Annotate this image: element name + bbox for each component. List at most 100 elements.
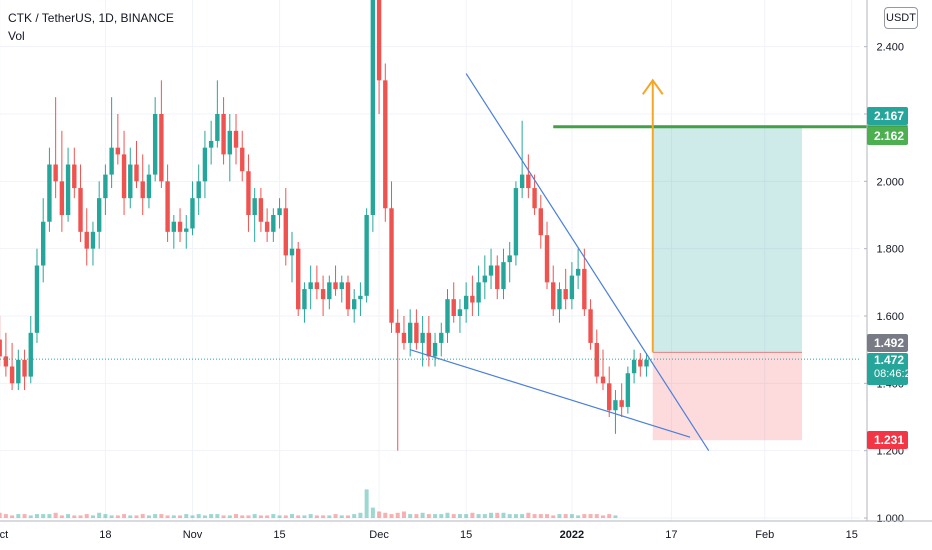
candle-body [84, 231, 89, 249]
volume-bar [122, 514, 127, 518]
candle-body [258, 198, 264, 222]
candle-body [414, 322, 419, 343]
target-lower-tag: 2.162 [867, 126, 908, 145]
volume-bar [358, 512, 363, 518]
volume-bar [576, 515, 581, 518]
volume-bar [258, 515, 263, 518]
candle-body [451, 299, 456, 316]
bar-countdown: 08:46:22 [874, 368, 917, 381]
candle-body [152, 114, 158, 175]
candle-body [445, 299, 450, 333]
volume-bar [613, 515, 618, 518]
volume-bar [90, 515, 95, 518]
volume-bar [439, 514, 444, 518]
symbol-title: CTK / TetherUS, 1D, BINANCE [8, 11, 174, 25]
candle-body [501, 262, 506, 290]
candle-body [177, 221, 183, 232]
volume-bar [16, 514, 21, 518]
candle-body [439, 332, 444, 343]
candle-body [327, 282, 332, 300]
candles [0, 0, 649, 451]
volume-bar [601, 515, 605, 518]
candle-body [41, 221, 46, 266]
candle-body [271, 215, 276, 232]
time-tick-label: Dec [369, 529, 389, 541]
volume-bar [582, 514, 587, 518]
volume-bar [146, 515, 151, 518]
volume-bar [352, 514, 357, 518]
volume-bar [482, 514, 487, 518]
candle-body [551, 282, 556, 310]
volume-bar [563, 514, 568, 518]
volume-bar [252, 514, 257, 518]
candle-body [109, 147, 114, 175]
candle-body [208, 140, 214, 148]
entry-price-tag: 1.492 [867, 334, 908, 353]
candle-body [96, 198, 102, 232]
volume-bar [128, 515, 133, 518]
candle-body [370, 0, 376, 216]
volume-bar [327, 515, 332, 518]
candle-body [246, 171, 251, 215]
candle-body [9, 366, 15, 384]
volume-bar [451, 514, 456, 518]
volume-bar [389, 514, 394, 518]
candle-body [0, 339, 2, 357]
candle-body [308, 282, 313, 290]
candle-body [72, 164, 77, 189]
volume-bar [476, 514, 481, 518]
candle-body [47, 164, 52, 222]
candle-body [594, 342, 599, 377]
candle-body [488, 265, 494, 276]
candle-body [215, 114, 220, 141]
time-tick-label: 15 [846, 529, 858, 541]
candle-body [426, 332, 432, 357]
volume-bar [370, 507, 375, 518]
candle-body [401, 332, 407, 343]
volume-bar [283, 515, 288, 518]
candle-body [78, 188, 83, 232]
time-tick-label: Nov [183, 529, 203, 541]
candle-body [607, 383, 612, 411]
loss-zone [652, 352, 803, 441]
candle-body [538, 208, 543, 236]
volume-bar [209, 514, 214, 518]
candle-body [625, 373, 631, 407]
candle-body [140, 181, 145, 199]
volume-bar [277, 515, 282, 518]
volume-bar [321, 515, 326, 518]
projection-arrow-head [641, 78, 664, 95]
volume-bar [153, 514, 158, 518]
volume-bar [401, 511, 406, 518]
candle-body [28, 332, 33, 377]
time-tick-label: 18 [99, 529, 111, 541]
volume-bar [545, 514, 550, 518]
candle-body [345, 282, 351, 310]
volume-bar [433, 514, 438, 518]
volume-bar [395, 512, 400, 518]
volume-bar [215, 514, 220, 518]
candle-body [196, 181, 201, 199]
volume-bar [457, 514, 462, 518]
candle-body [296, 248, 301, 310]
candle-body [159, 114, 164, 182]
volume-bar [302, 515, 307, 518]
currency-button[interactable]: USDT [884, 7, 918, 29]
volume-bar [345, 515, 350, 518]
volume-bar [140, 514, 145, 518]
volume-bar [202, 515, 207, 518]
candle-body [395, 322, 400, 333]
volume-bar [28, 515, 33, 518]
volume-bar [3, 514, 8, 518]
candle-body [569, 275, 575, 300]
candle-body [600, 376, 606, 384]
candle-body [352, 299, 357, 310]
volume-bar [377, 511, 382, 518]
volume-bar [594, 514, 599, 518]
volume-bar [227, 515, 232, 518]
candle-body [252, 198, 257, 215]
candle-body [289, 248, 295, 256]
time-tick-label: 17 [665, 529, 677, 541]
last-price-tag: 1.472 08:46:22 [867, 353, 917, 386]
